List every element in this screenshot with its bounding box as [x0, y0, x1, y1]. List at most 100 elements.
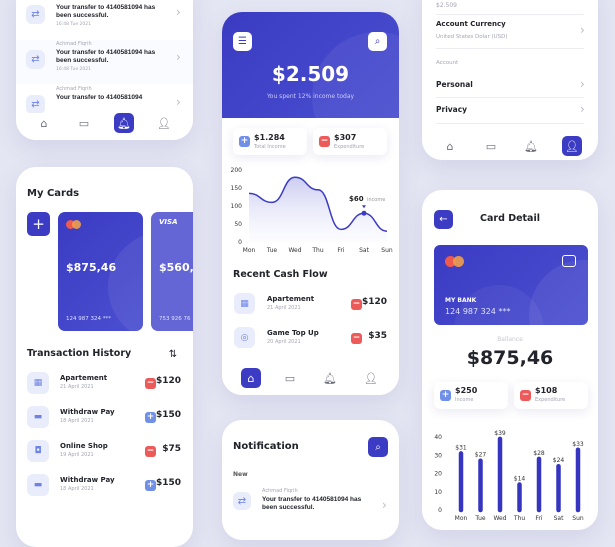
weekly-bar-chart: 40 30 20 10 0 $31 Mon $27 Tue $39 Wed $14 Thu $28 Fri $… — [434, 430, 584, 522]
my-cards-title: My Cards — [27, 188, 80, 199]
bank-card[interactable]: MY BANK 124 987 324 *** — [434, 245, 588, 325]
x-tick-label: Thu — [311, 247, 323, 254]
transfer-icon: ⇄ — [233, 492, 251, 510]
privacy-item[interactable]: Privacy — [436, 105, 468, 114]
transaction-row[interactable]: ◘ Online Shop 19 April 2021 − $75 — [16, 440, 193, 464]
transfer-icon: ⇄ — [26, 5, 45, 24]
home-icon[interactable]: ⌂ — [40, 116, 48, 130]
back-button[interactable]: ← — [434, 210, 453, 229]
chevron-right-icon[interactable]: › — [176, 50, 181, 64]
account-currency-label[interactable]: Account Currency — [436, 20, 506, 28]
user-icon[interactable]: 👤︎ — [364, 371, 378, 385]
transfer-icon: ⇄ — [26, 95, 45, 114]
bar-label: $14 — [514, 475, 526, 482]
card-icon: ▬ — [27, 474, 49, 496]
income-value: $250 — [455, 386, 478, 395]
chevron-right-icon[interactable]: › — [176, 95, 181, 109]
bar-label: $31 — [455, 444, 467, 451]
user-icon[interactable]: 👤︎ — [157, 116, 171, 130]
cards-panel: My Cards + $875,46 124 987 324 *** VISA … — [16, 167, 193, 547]
expense-stat: − $307 Expenditure — [313, 128, 387, 155]
notification-message: Your transfer to 4140581094 has been suc… — [56, 4, 156, 19]
transaction-amount: $35 — [368, 331, 387, 341]
notification-panel: Notification ⌕ New ⇄ Achmad Fiqrih Your … — [222, 420, 399, 540]
notification-sender: Achmad Fiqrih — [56, 86, 92, 92]
transaction-date: 18 April 2021 — [60, 418, 94, 424]
card-number: 124 987 324 *** — [66, 316, 111, 322]
notification-item[interactable]: ⇄ Your transfer to 4140581094 has been su… — [16, 0, 193, 39]
home-icon[interactable]: ⌂ — [241, 368, 261, 388]
bell-icon[interactable]: 🔔︎ — [114, 113, 134, 133]
bank-name: MY BANK — [445, 297, 477, 304]
transaction-row[interactable]: ▦ Apartement 21 April 2021 − $120 — [16, 372, 193, 396]
card-item[interactable]: VISA $560,0 753 926 76 — [151, 212, 193, 331]
sliders-icon[interactable]: ⇅ — [168, 348, 178, 360]
chevron-right-icon[interactable]: › — [580, 77, 585, 91]
home-icon[interactable]: ⌂ — [446, 139, 454, 153]
chevron-right-icon[interactable]: › — [176, 5, 181, 19]
chevron-right-icon[interactable]: › — [580, 23, 585, 37]
search-button[interactable]: ⌕ — [368, 32, 387, 51]
notification-message: Your transfer to 4140581094 — [56, 94, 143, 101]
income-stat: + $250 Income — [434, 382, 508, 409]
minus-icon: − — [145, 378, 156, 389]
y-tick-label: 150 — [231, 185, 243, 192]
search-button[interactable]: ⌕ — [368, 437, 388, 457]
card-number: 124 987 324 *** — [445, 307, 511, 316]
chevron-right-icon[interactable]: › — [382, 498, 387, 512]
transaction-row[interactable]: ▬ Withdraw Pay 18 April 2021 + $150 — [16, 474, 193, 498]
card-icon[interactable]: ▭ — [78, 116, 90, 130]
transaction-name: Apartement — [60, 374, 108, 382]
highlight-point[interactable] — [361, 210, 367, 216]
plus-icon: + — [145, 412, 156, 423]
user-icon[interactable]: 👤︎ — [562, 136, 582, 156]
line-area — [249, 177, 387, 242]
personal-item[interactable]: Personal — [436, 80, 473, 89]
bell-icon[interactable]: 🔔︎ — [524, 139, 538, 153]
income-stat: + $1.284 Total Income — [233, 128, 307, 155]
card-icon[interactable]: ▭ — [485, 139, 497, 153]
transfer-icon: ⇄ — [26, 50, 45, 69]
add-card-button[interactable]: + — [27, 212, 50, 236]
bell-icon[interactable]: 🔔︎ — [323, 371, 337, 385]
y-tick-label: 0 — [438, 507, 442, 514]
bar-label: $39 — [494, 430, 506, 437]
x-tick-label: Sat — [554, 515, 564, 522]
expense-label: Expenditure — [535, 397, 566, 403]
card-balance: $875,46 — [466, 347, 554, 369]
minus-icon: − — [520, 390, 531, 401]
transaction-row[interactable]: ▬ Withdraw Pay 18 April 2021 + $150 — [16, 406, 193, 430]
minus-icon: − — [351, 333, 362, 344]
account-currency-value: United States Dolar (USD) — [436, 34, 508, 40]
annotation-value: $60 — [349, 195, 364, 203]
card-icon[interactable]: ▭ — [284, 371, 296, 385]
transaction-date: 19 April 2021 — [60, 452, 94, 458]
x-tick-label: Mon — [243, 247, 256, 254]
transaction-history-title: Transaction History — [27, 348, 132, 359]
transaction-row[interactable]: ◎ Game Top Up 20 April 2021 − $35 — [222, 327, 399, 351]
y-tick-label: 20 — [434, 471, 442, 478]
home-balance: $2.509 — [271, 62, 350, 86]
income-label: Total Income — [254, 144, 286, 150]
chevron-right-icon[interactable]: › — [580, 102, 585, 116]
notification-item[interactable]: ⇄ Achmad Fiqrih Your transfer to 414058109… — [16, 40, 193, 84]
gamepad-icon: ◎ — [234, 327, 255, 348]
transaction-row[interactable]: ▦ Apartement 21 April 2021 − $120 — [222, 293, 399, 317]
transaction-name: Game Top Up — [267, 329, 319, 337]
x-tick-label: Wed — [493, 515, 506, 522]
x-tick-label: Tue — [266, 247, 278, 254]
bottom-nav: ⌂ ▭ 🔔︎ 👤︎ — [422, 136, 598, 160]
transaction-amount: $75 — [162, 444, 181, 454]
minus-icon: − — [319, 136, 330, 147]
balance-label: Ballance — [497, 336, 523, 343]
notification-item[interactable]: ⇄ Achmad Fiqrih Your transfer to 414058109… — [16, 85, 193, 129]
transaction-date: 18 April 2021 — [60, 486, 94, 492]
x-tick-label: Fri — [337, 247, 344, 254]
y-tick-label: 100 — [231, 203, 243, 210]
notification-sender: Achmad Fiqrih — [262, 488, 298, 494]
notification-message[interactable]: Your transfer to 4140581094 has been suc… — [262, 496, 362, 511]
home-subtitle: You spent 12% income today — [266, 93, 355, 100]
card-item[interactable]: $875,46 124 987 324 *** — [58, 212, 143, 331]
menu-icon[interactable]: ☰ — [233, 32, 252, 51]
